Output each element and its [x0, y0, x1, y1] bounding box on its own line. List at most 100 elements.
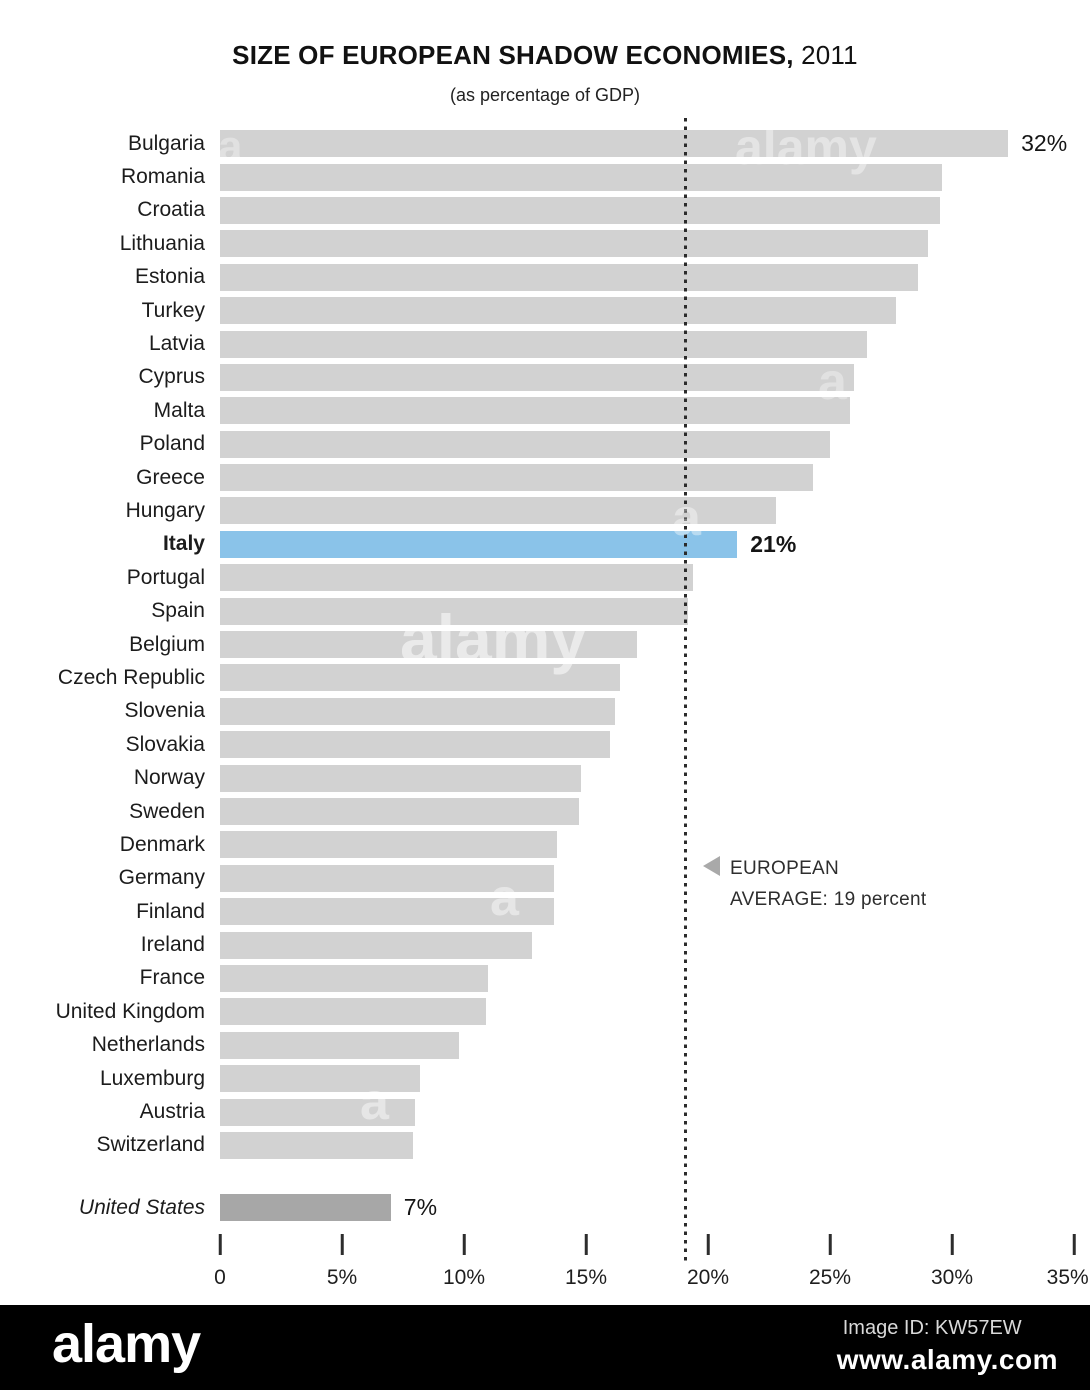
bar-track: [220, 1065, 1074, 1093]
bar-row: Ireland: [0, 928, 1090, 961]
country-label: Latvia: [148, 332, 205, 356]
country-label: Finland: [136, 899, 205, 923]
bar-track: [220, 363, 1074, 391]
country-label: Cyprus: [138, 365, 205, 389]
bar: [220, 1098, 416, 1126]
bar-row: Hungary: [0, 494, 1090, 527]
bar-track: [220, 1098, 1074, 1126]
country-label: Portugal: [126, 565, 205, 589]
bar-row: Sweden: [0, 795, 1090, 828]
bar-track: 32%: [220, 130, 1074, 158]
bar: [220, 631, 638, 659]
country-label: Romania: [120, 165, 205, 189]
bar: [220, 664, 621, 692]
country-label: Poland: [139, 432, 205, 456]
bar-row: Finland: [0, 895, 1090, 928]
country-label: Norway: [133, 766, 205, 790]
bar: [220, 831, 557, 859]
us-row-wrap: United States 7%: [0, 1191, 1090, 1224]
bar-row: Czech Republic: [0, 661, 1090, 694]
bar: [220, 430, 830, 458]
bar-track: [220, 631, 1074, 659]
bar: [220, 764, 582, 792]
bar: [220, 130, 1009, 158]
bar-track: [220, 230, 1074, 258]
axis-tick-mark: [1072, 1234, 1076, 1255]
bar-track: [220, 697, 1074, 725]
country-label: Malta: [153, 398, 205, 422]
image-id-label: Image ID: KW57EW: [842, 1317, 1022, 1339]
bar: [220, 931, 533, 959]
bar: [220, 464, 813, 492]
average-annotation-text: EUROPEAN AVERAGE: 19 percent: [730, 853, 927, 915]
bar-row: Austria: [0, 1095, 1090, 1128]
chart-header: SIZE OF EUROPEAN SHADOW ECONOMIES, 2011 …: [0, 40, 1090, 106]
bar-track: [220, 497, 1074, 525]
country-label: Switzerland: [96, 1133, 205, 1157]
bar: [220, 998, 486, 1026]
bar-value-label: 21%: [750, 530, 797, 557]
watermark-info: Image ID: KW57EW www.alamy.com: [837, 1317, 1058, 1376]
country-label: Luxemburg: [99, 1066, 205, 1090]
bar-row: Bulgaria 32%: [0, 127, 1090, 160]
axis-tick-label: 5%: [326, 1266, 358, 1289]
bar-track: [220, 831, 1074, 859]
bar: [220, 230, 928, 258]
country-label: Turkey: [141, 298, 205, 322]
country-label: United Kingdom: [55, 999, 205, 1023]
axis-tick-mark: [340, 1234, 344, 1255]
alamy-logo: alamy: [52, 1314, 201, 1374]
bar-track: [220, 1031, 1074, 1059]
bar-row: Poland: [0, 428, 1090, 461]
country-label: Austria: [139, 1100, 205, 1124]
bar-track: [220, 263, 1074, 291]
country-label: United States: [78, 1195, 205, 1219]
bar-row: Norway: [0, 761, 1090, 794]
bar-chart: Bulgaria 32% Romania Croatia Lithuania: [0, 127, 1090, 1225]
country-label: Italy: [162, 532, 205, 556]
bar-track: [220, 798, 1074, 825]
country-label: Hungary: [125, 498, 205, 522]
bar-row: United States 7%: [0, 1191, 1090, 1224]
bar-row: Italy 21%: [0, 528, 1090, 561]
bar-row: Netherlands: [0, 1029, 1090, 1062]
axis-tick-label: 0: [214, 1266, 226, 1289]
axis-tick-label: 10%: [442, 1266, 486, 1289]
bar-value-label: 32%: [1021, 130, 1068, 157]
country-label: Slovakia: [125, 732, 205, 756]
bar: [220, 530, 738, 558]
axis-tick-mark: [218, 1234, 222, 1255]
country-label: Spain: [151, 599, 205, 623]
bar-row: Germany: [0, 862, 1090, 895]
bar-track: [220, 1131, 1074, 1159]
country-label: Czech Republic: [57, 665, 205, 689]
average-annotation: EUROPEAN AVERAGE: 19 percent: [703, 853, 927, 915]
axis-tick-label: 35%: [1046, 1266, 1089, 1289]
bar-track: [220, 764, 1074, 792]
bar-value-label: 7%: [403, 1194, 438, 1221]
bar: [220, 864, 555, 892]
axis-tick-label: 25%: [808, 1266, 852, 1289]
bar: [220, 898, 555, 926]
bar: [220, 263, 918, 291]
country-label: Lithuania: [119, 231, 205, 255]
bar-row: Slovakia: [0, 728, 1090, 761]
country-label: Estonia: [134, 265, 205, 289]
country-label: Germany: [118, 866, 205, 890]
axis-tick-label: 15%: [564, 1266, 608, 1289]
bar-track: [220, 196, 1074, 224]
bar: [220, 497, 777, 525]
alamy-url: www.alamy.com: [836, 1344, 1058, 1375]
country-label: Greece: [136, 465, 205, 489]
bar-track: [220, 898, 1074, 926]
bar: [220, 1031, 460, 1059]
axis-tick-mark: [584, 1234, 588, 1255]
country-label: Bulgaria: [127, 131, 205, 155]
bar-row: Estonia: [0, 261, 1090, 294]
country-label: France: [139, 966, 205, 990]
axis-tick-mark: [462, 1234, 466, 1255]
axis-tick-mark: [950, 1234, 954, 1255]
chart-subtitle: (as percentage of GDP): [449, 85, 641, 105]
x-axis: 0 5% 10% 15% 20% 25% 30% 35%: [214, 1234, 1089, 1304]
bar: [220, 363, 855, 391]
